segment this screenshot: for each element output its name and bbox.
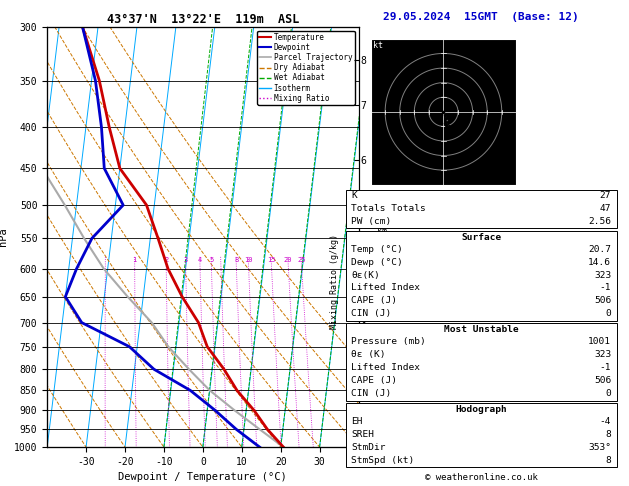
X-axis label: Dewpoint / Temperature (°C): Dewpoint / Temperature (°C): [118, 472, 287, 483]
Text: 4: 4: [198, 257, 202, 263]
Text: 353°: 353°: [588, 443, 611, 452]
Text: CIN (J): CIN (J): [351, 309, 391, 318]
Text: -1: -1: [600, 283, 611, 293]
Text: StmDir: StmDir: [351, 443, 386, 452]
Text: Lifted Index: Lifted Index: [351, 283, 420, 293]
Text: 8: 8: [606, 456, 611, 465]
Text: 0: 0: [606, 309, 611, 318]
Text: 20: 20: [284, 257, 292, 263]
Text: Hodograph: Hodograph: [455, 405, 507, 414]
Bar: [345, 403, 617, 468]
Text: © weatheronline.co.uk: © weatheronline.co.uk: [425, 472, 538, 482]
Text: 20.7: 20.7: [588, 245, 611, 254]
Bar: [345, 190, 617, 228]
Text: Temp (°C): Temp (°C): [351, 245, 403, 254]
Text: kt: kt: [374, 41, 384, 50]
Y-axis label: km
ASL: km ASL: [375, 227, 390, 246]
Y-axis label: hPa: hPa: [0, 227, 8, 246]
Text: Mixing Ratio (g/kg): Mixing Ratio (g/kg): [330, 234, 339, 330]
Text: K: K: [351, 191, 357, 200]
Text: 15: 15: [267, 257, 276, 263]
Text: Lifted Index: Lifted Index: [351, 363, 420, 372]
Text: Dewp (°C): Dewp (°C): [351, 258, 403, 267]
Text: 2.56: 2.56: [588, 217, 611, 226]
Text: EH: EH: [351, 417, 362, 426]
Text: 10: 10: [244, 257, 253, 263]
Text: Pressure (mb): Pressure (mb): [351, 337, 426, 347]
Text: 8: 8: [234, 257, 238, 263]
Text: 506: 506: [594, 376, 611, 385]
Text: 14.6: 14.6: [588, 258, 611, 267]
Text: Totals Totals: Totals Totals: [351, 204, 426, 213]
Bar: [345, 323, 617, 400]
Text: -4: -4: [600, 417, 611, 426]
Text: 5: 5: [209, 257, 213, 263]
Text: 47: 47: [600, 204, 611, 213]
Text: 27: 27: [600, 191, 611, 200]
Text: PW (cm): PW (cm): [351, 217, 391, 226]
Text: 506: 506: [594, 296, 611, 305]
Text: Most Unstable: Most Unstable: [444, 325, 518, 334]
Text: 323: 323: [594, 271, 611, 279]
Text: 2: 2: [164, 257, 169, 263]
Text: -1: -1: [600, 363, 611, 372]
Text: CAPE (J): CAPE (J): [351, 376, 397, 385]
Text: SREH: SREH: [351, 430, 374, 439]
Text: 3: 3: [184, 257, 187, 263]
Text: CAPE (J): CAPE (J): [351, 296, 397, 305]
Text: 0: 0: [606, 389, 611, 398]
Text: 8: 8: [606, 430, 611, 439]
Legend: Temperature, Dewpoint, Parcel Trajectory, Dry Adiabat, Wet Adiabat, Isotherm, Mi: Temperature, Dewpoint, Parcel Trajectory…: [257, 31, 355, 105]
Text: θε(K): θε(K): [351, 271, 380, 279]
Text: LCL: LCL: [357, 419, 376, 428]
Text: StmSpd (kt): StmSpd (kt): [351, 456, 415, 465]
Text: 1001: 1001: [588, 337, 611, 347]
Text: 323: 323: [594, 350, 611, 359]
Text: 25: 25: [297, 257, 306, 263]
Text: CIN (J): CIN (J): [351, 389, 391, 398]
Bar: [345, 230, 617, 321]
Title: 43°37'N  13°22'E  119m  ASL: 43°37'N 13°22'E 119m ASL: [107, 13, 299, 26]
Text: Surface: Surface: [461, 232, 501, 242]
Text: 1: 1: [133, 257, 137, 263]
Text: 29.05.2024  15GMT  (Base: 12): 29.05.2024 15GMT (Base: 12): [383, 12, 579, 22]
Text: θε (K): θε (K): [351, 350, 386, 359]
